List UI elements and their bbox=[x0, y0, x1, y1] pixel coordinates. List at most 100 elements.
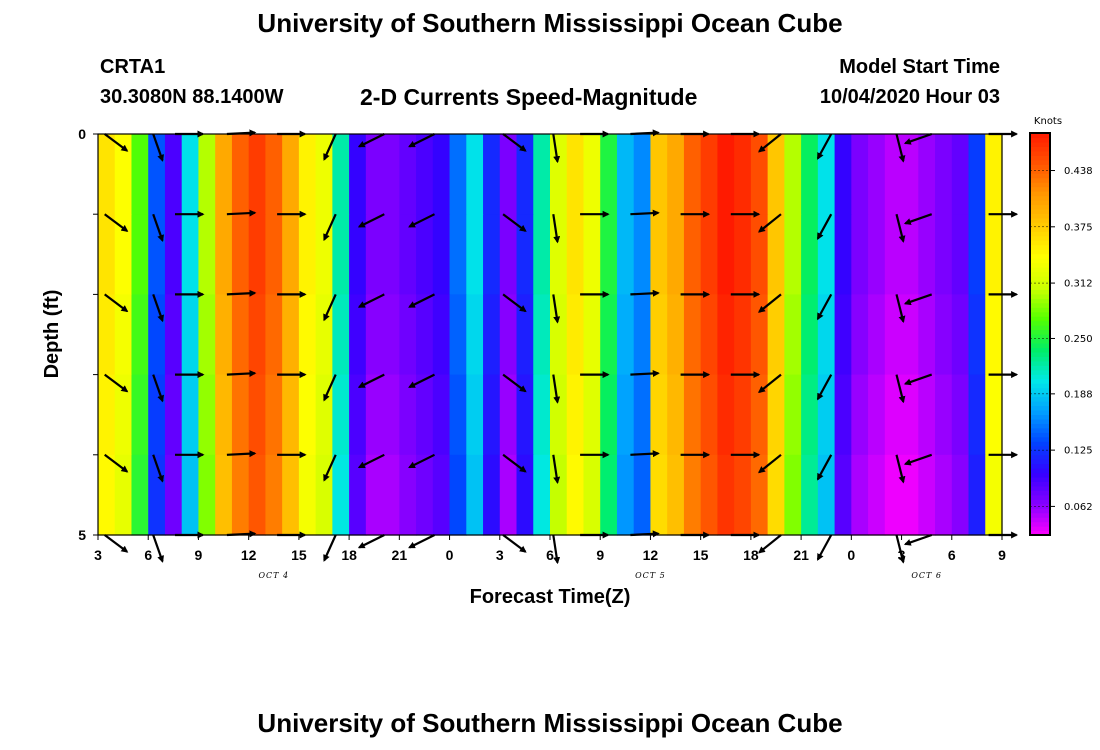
heatmap-cell bbox=[114, 454, 133, 536]
heatmap-cell bbox=[801, 214, 819, 295]
heatmap-cell bbox=[282, 214, 300, 295]
current-vector-arrow bbox=[903, 453, 933, 466]
colorbar-segment bbox=[1030, 235, 1050, 241]
heatmap-cell bbox=[533, 294, 551, 376]
heatmap-cell bbox=[332, 454, 350, 536]
current-vector-arrow bbox=[323, 293, 337, 322]
heatmap-cell bbox=[784, 454, 802, 536]
x-tick-label: 0 bbox=[446, 547, 454, 563]
heatmap-cell bbox=[750, 134, 769, 215]
heatmap-cell bbox=[650, 294, 668, 376]
colorbar-segment bbox=[1030, 436, 1050, 442]
x-tick-label: 12 bbox=[643, 547, 659, 563]
heatmap-cell bbox=[215, 454, 233, 536]
heatmap-cell bbox=[935, 294, 953, 376]
heatmap-cell bbox=[616, 374, 635, 456]
colorbar-title: Knots bbox=[1034, 116, 1062, 127]
heatmap-cell bbox=[432, 134, 451, 215]
heatmap-cell bbox=[550, 374, 568, 456]
current-vector-arrow bbox=[816, 374, 833, 401]
heatmap-cell bbox=[449, 454, 467, 536]
heatmap-cell bbox=[901, 294, 919, 376]
heatmap-cell bbox=[817, 214, 836, 295]
heatmap-cell bbox=[750, 294, 769, 376]
heatmap-cell bbox=[817, 374, 836, 456]
current-vector-arrow bbox=[903, 132, 933, 145]
colorbar-tick-label: 0.250 bbox=[1064, 334, 1093, 345]
axes: 3 6 9 12 15 18 21 0 3 6 9 12 15 18 21 0 3 6 9 OCT 4 OCT 5 OCT… bbox=[78, 126, 1006, 580]
current-vector-arrow bbox=[903, 213, 933, 225]
heatmap-cell bbox=[884, 134, 903, 215]
current-vector-arrow bbox=[502, 293, 527, 313]
y-axis-title: Depth (ft) bbox=[41, 290, 63, 379]
current-vector-arrow bbox=[895, 294, 906, 324]
current-vector-arrow bbox=[816, 213, 833, 241]
heatmap-cell bbox=[834, 294, 852, 376]
heatmap-cell bbox=[282, 454, 300, 536]
heatmap-cell bbox=[750, 454, 769, 536]
colorbar-segment bbox=[1030, 311, 1050, 317]
colorbar-segment bbox=[1030, 450, 1050, 456]
heatmap-cell bbox=[851, 454, 869, 536]
current-vector-arrow bbox=[630, 369, 660, 377]
colorbar-segment bbox=[1030, 164, 1050, 170]
colorbar-segment bbox=[1030, 499, 1050, 505]
heatmap-cell bbox=[583, 374, 601, 456]
current-vector-arrow bbox=[630, 450, 660, 458]
heatmap-cell bbox=[935, 134, 953, 215]
colorbar-segment bbox=[1030, 427, 1050, 433]
heatmap-cell bbox=[483, 294, 501, 376]
station-coordinates: 30.3080N 88.1400W bbox=[100, 86, 284, 108]
heatmap-cell bbox=[466, 214, 484, 295]
heatmap-cell bbox=[918, 294, 936, 376]
heatmap-cell bbox=[566, 214, 585, 295]
heatmap-cell bbox=[516, 374, 534, 456]
heatmap-cell bbox=[884, 454, 903, 536]
colorbar-segment bbox=[1030, 508, 1050, 514]
current-vector-arrow bbox=[816, 454, 833, 481]
current-vector-arrow bbox=[903, 373, 933, 386]
heatmap-cell bbox=[717, 374, 735, 456]
heatmap-cell bbox=[98, 214, 116, 295]
colorbar-segment bbox=[1030, 521, 1050, 527]
current-vector-arrow bbox=[552, 133, 561, 164]
heatmap-cell bbox=[365, 214, 384, 295]
current-vector-arrow bbox=[323, 454, 337, 482]
heatmap-cell bbox=[399, 454, 417, 536]
colorbar-segment bbox=[1030, 289, 1050, 295]
colorbar-segment bbox=[1030, 512, 1050, 518]
heatmap-cell bbox=[868, 374, 886, 456]
heatmap-cell bbox=[215, 214, 233, 295]
colorbar-segment bbox=[1030, 195, 1050, 201]
colorbar-segment bbox=[1030, 392, 1050, 398]
heatmap-cell bbox=[349, 214, 367, 295]
heatmap-cell bbox=[349, 134, 367, 215]
heatmap-cell bbox=[98, 294, 116, 376]
heatmap-cell bbox=[432, 374, 451, 456]
colorbar-segment bbox=[1030, 159, 1050, 165]
heatmap-cell bbox=[466, 294, 484, 376]
heatmap-cell bbox=[231, 214, 250, 295]
current-vector-arrow bbox=[630, 289, 660, 297]
current-vector-arrow bbox=[552, 214, 561, 244]
colorbar-segment bbox=[1030, 463, 1050, 469]
colorbar-segment bbox=[1030, 231, 1050, 237]
heatmap-cell bbox=[131, 214, 149, 295]
heatmap-cell bbox=[683, 454, 702, 536]
colorbar-segment bbox=[1030, 325, 1050, 331]
heatmap-cell bbox=[298, 454, 317, 536]
current-vector-arrow bbox=[816, 133, 833, 160]
heatmap-cell bbox=[667, 454, 685, 536]
heatmap-cell bbox=[566, 294, 585, 376]
heatmap-cell bbox=[918, 454, 936, 536]
x-tick-label: 18 bbox=[743, 547, 759, 563]
current-vector-arrow bbox=[323, 534, 337, 562]
heatmap-cell bbox=[700, 294, 719, 376]
colorbar-segment bbox=[1030, 356, 1050, 362]
heatmap-cell bbox=[231, 454, 250, 536]
heatmap-cell bbox=[98, 454, 116, 536]
x-tick-label: 3 bbox=[496, 547, 504, 563]
heatmap-cell bbox=[164, 214, 183, 295]
current-vector-arrow bbox=[226, 450, 257, 458]
heatmap-cell bbox=[968, 374, 986, 456]
